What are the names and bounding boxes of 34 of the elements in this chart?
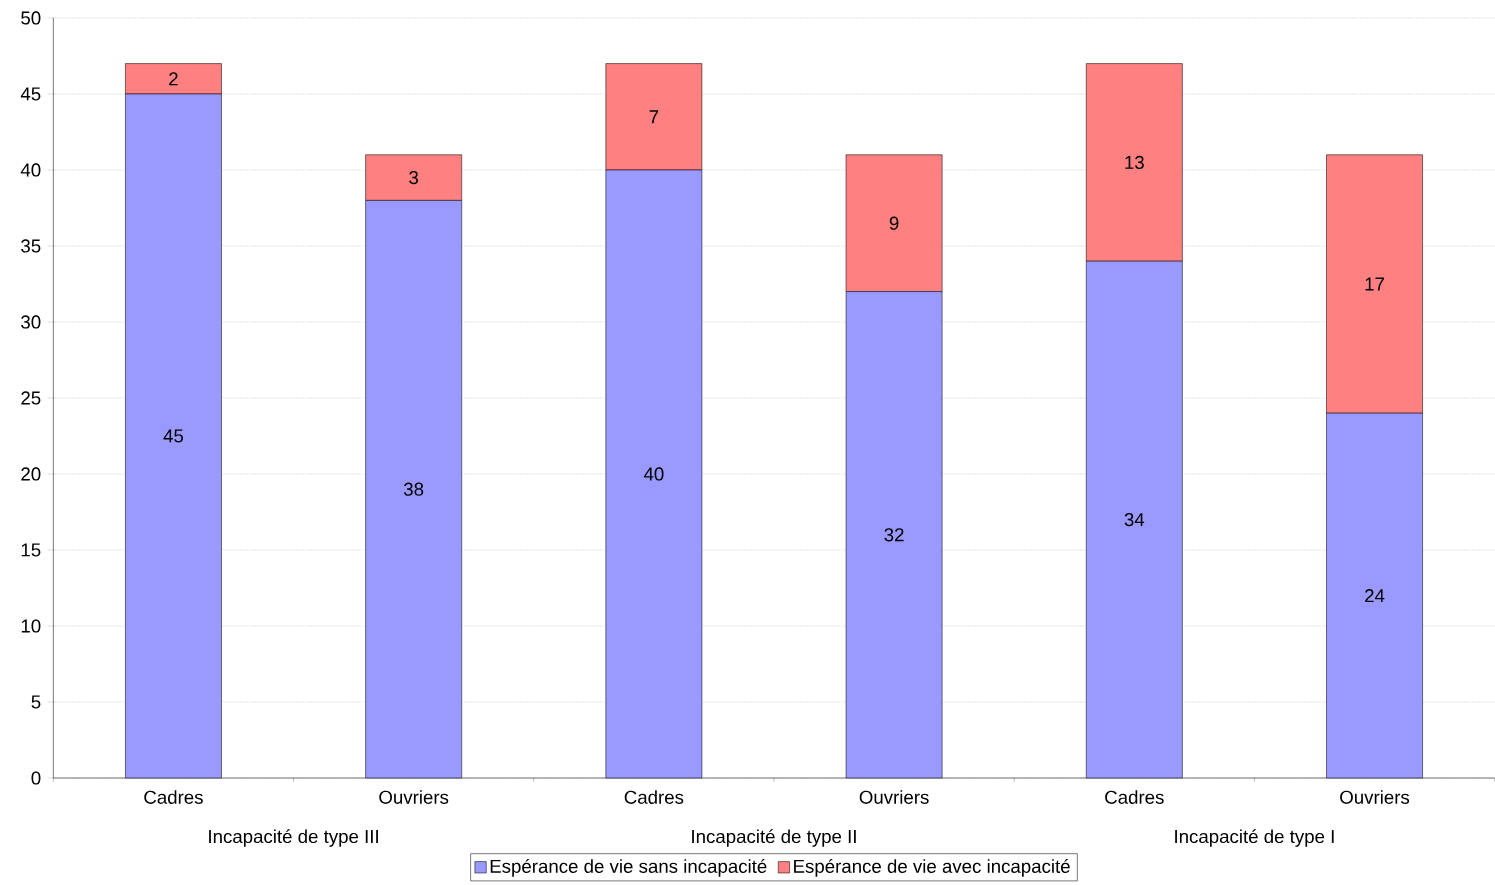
y-tick-label: 15 <box>21 543 41 557</box>
y-tick-label: 35 <box>21 239 41 253</box>
data-label: 32 <box>884 528 904 542</box>
data-label: 40 <box>643 467 664 481</box>
text: Incapacité de type II <box>692 829 856 847</box>
y-tick-label: 50 <box>21 11 41 25</box>
x-tick-label: Cadres <box>624 790 684 804</box>
data-label: 13 <box>1125 155 1144 169</box>
data-label: 3 <box>409 170 419 185</box>
y-tick-label: 5 <box>31 695 41 709</box>
y-tick-label: 0 <box>31 771 41 785</box>
data-label: 38 <box>403 482 424 496</box>
x-tick-label: Cadres <box>144 790 203 804</box>
data-label: 45 <box>163 429 184 443</box>
y-tick-label: 30 <box>21 315 41 329</box>
data-label: 7 <box>649 110 659 124</box>
x-tick-label: Ouvriers <box>1340 790 1410 804</box>
data-label: 9 <box>889 216 899 230</box>
x-tick-label: Cadres <box>1105 790 1164 804</box>
x-tick-label: Ouvriers <box>379 790 449 804</box>
data-label: 24 <box>1365 589 1385 603</box>
data-label: 17 <box>1365 277 1384 291</box>
y-tick-label: 40 <box>20 163 41 177</box>
y-tick-label: 25 <box>21 391 41 405</box>
y-tick-label: 10 <box>21 619 41 633</box>
x-tick-label: Ouvriers <box>859 790 929 804</box>
legend-label: Espérance de vie avec incapacité <box>794 859 1070 877</box>
text: Incapacité de type I <box>1175 829 1334 847</box>
text: Incapacité de type III <box>209 829 378 847</box>
data-label: 2 <box>169 72 178 86</box>
data-label: 34 <box>1124 512 1145 527</box>
y-tick-label: 45 <box>20 87 41 101</box>
y-tick-label: 20 <box>21 467 41 481</box>
legend-label: Espérance de vie sans incapacité <box>490 859 767 877</box>
